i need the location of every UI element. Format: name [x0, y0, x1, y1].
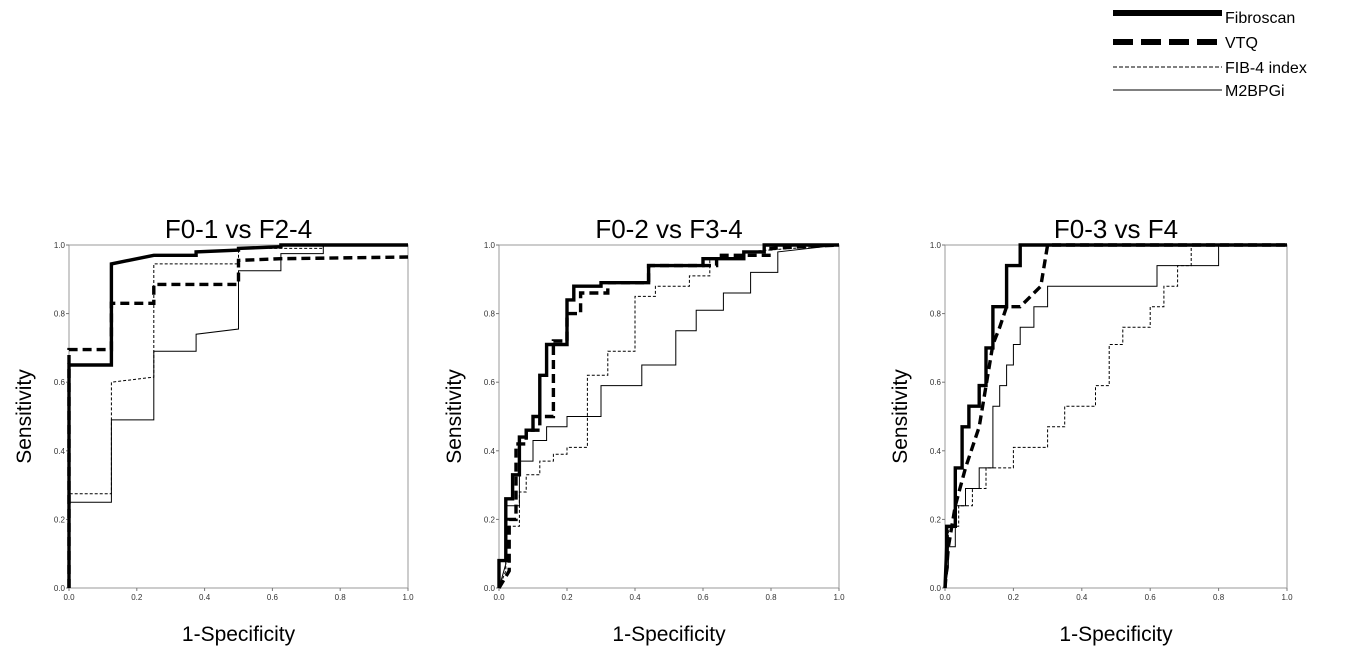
y-tick-label: 1.0	[930, 241, 942, 250]
y-tick-label: 0.6	[54, 378, 66, 387]
chart-title: F0-2 vs F3-4	[595, 214, 742, 244]
x-tick-label: 0.2	[1008, 593, 1020, 602]
y-tick-label: 0.0	[484, 584, 496, 593]
series-line-m2bpgi	[498, 244, 840, 589]
panel-2: 0.00.0 0.2 0.2 0.4 0.4 0.6 0.6 0.8 0.8 1.0 1.0 F0-3…	[889, 214, 1293, 646]
x-tick-label: 1.0	[1281, 593, 1293, 602]
x-axis-label: 1-Specificity	[1059, 623, 1173, 646]
x-tick-label: 0.0	[939, 593, 951, 602]
series-line-fibroscan	[497, 243, 839, 588]
y-tick-label: 0.4	[930, 447, 942, 456]
x-tick-label: 0.4	[629, 593, 641, 602]
legend: Fibroscan VTQ FIB-4 index M2BPGi	[1113, 10, 1307, 100]
series-line-vtq	[943, 243, 1287, 589]
legend-label-1: VTQ	[1225, 35, 1258, 52]
y-axis-label: Sensitivity	[889, 369, 912, 464]
x-axis-label: 1-Specificity	[182, 623, 296, 646]
x-tick-label: 0.2	[561, 593, 573, 602]
series-line-fib-4-index	[944, 244, 1287, 589]
y-tick-label: 0.4	[484, 447, 496, 456]
plot-frame	[498, 244, 840, 589]
series-line-fibroscan	[943, 243, 1287, 589]
y-axis-label: Sensitivity	[443, 369, 466, 464]
x-tick-label: 0.0	[63, 593, 75, 602]
y-tick-label: 0.2	[54, 515, 66, 524]
legend-label-0: Fibroscan	[1225, 10, 1295, 27]
x-tick-label: 1.0	[833, 593, 845, 602]
y-tick-label: 0.2	[484, 515, 496, 524]
x-tick-label: 0.8	[1213, 593, 1225, 602]
x-tick-label: 0.4	[199, 593, 211, 602]
x-tick-label: 0.6	[1145, 593, 1157, 602]
legend-label-3: M2BPGi	[1225, 83, 1285, 100]
series-line-m2bpgi	[944, 244, 1287, 589]
series-line-m2bpgi	[68, 244, 408, 588]
legend-item-2: FIB-4 index	[1113, 60, 1307, 77]
series-line-fibroscan	[67, 243, 408, 588]
x-tick-label: 0.6	[267, 593, 279, 602]
series-line-fib-4-index	[68, 245, 324, 588]
chart-title: F0-1 vs F2-4	[165, 214, 312, 244]
x-tick-label: 0.6	[697, 593, 709, 602]
y-tick-label: 0.6	[484, 378, 496, 387]
y-tick-label: 0.8	[484, 310, 496, 319]
y-tick-label: 0.8	[54, 310, 66, 319]
series-line-vtq	[67, 255, 409, 588]
x-tick-label: 1.0	[402, 593, 414, 602]
legend-item-1: VTQ	[1113, 35, 1258, 52]
y-tick-label: 0.4	[54, 447, 66, 456]
x-tick-label: 0.2	[131, 593, 143, 602]
series-line-fib-4-index	[498, 244, 840, 589]
y-tick-label: 0.0	[930, 584, 942, 593]
legend-item-0: Fibroscan	[1113, 10, 1295, 27]
y-tick-label: 0.0	[54, 584, 66, 593]
x-tick-label: 0.8	[765, 593, 777, 602]
x-tick-label: 0.8	[335, 593, 347, 602]
chart-title: F0-3 vs F4	[1054, 214, 1178, 244]
x-axis-label: 1-Specificity	[612, 623, 726, 646]
panel-0: 0.00.0 0.2 0.2 0.4 0.4 0.6 0.6 0.8 0.8 1.0 1.0 F0-1…	[13, 214, 414, 646]
y-tick-label: 0.6	[930, 378, 942, 387]
x-tick-label: 0.0	[493, 593, 505, 602]
plot-frame	[944, 244, 1288, 589]
y-tick-label: 1.0	[484, 241, 496, 250]
legend-item-3: M2BPGi	[1113, 83, 1285, 100]
y-tick-label: 0.2	[930, 515, 942, 524]
series-line-vtq	[497, 243, 840, 589]
y-axis-label: Sensitivity	[13, 369, 36, 464]
y-tick-label: 0.8	[930, 310, 942, 319]
panel-1: 0.00.0 0.2 0.2 0.4 0.4 0.6 0.6 0.8 0.8 1.0 1.0 F0-2…	[443, 214, 845, 646]
legend-label-2: FIB-4 index	[1225, 60, 1307, 77]
x-tick-label: 0.4	[1076, 593, 1088, 602]
y-tick-label: 1.0	[54, 241, 66, 250]
